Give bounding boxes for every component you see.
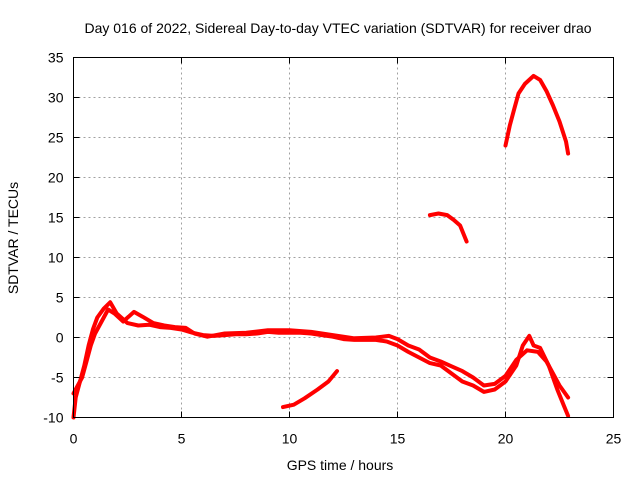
y-tick-label: 5	[56, 290, 64, 306]
y-tick-label: 30	[48, 90, 64, 106]
series-track-2	[71, 307, 571, 400]
x-tick-label: 10	[282, 431, 298, 447]
y-tick-label: -5	[51, 370, 64, 386]
y-tick-label: 0	[56, 330, 64, 346]
x-tick-label: 0	[70, 431, 78, 447]
x-tick-label: 5	[178, 431, 186, 447]
grid	[73, 57, 614, 418]
y-tick-label: 10	[48, 250, 64, 266]
ticks: 0 5 10 15 20 25 -10 -5 0 5 10 15 20 25 30 35	[43, 50, 621, 447]
y-tick-label: -10	[43, 410, 63, 426]
x-tick-label: 25	[606, 431, 622, 447]
x-axis-title: GPS time / hours	[287, 457, 394, 473]
series-track-5	[503, 73, 571, 156]
y-axis-title: SDTVAR / TECUs	[5, 182, 21, 294]
series-track-3	[281, 369, 339, 410]
series-layer	[71, 73, 571, 420]
x-tick-label: 20	[498, 431, 514, 447]
plot-frame	[73, 57, 614, 418]
chart-title: Day 016 of 2022, Sidereal Day-to-day VTE…	[84, 20, 591, 36]
y-tick-label: 25	[48, 130, 64, 146]
y-tick-label: 20	[48, 170, 64, 186]
y-tick-label: 35	[48, 50, 64, 66]
x-tick-label: 15	[390, 431, 406, 447]
y-tick-label: 15	[48, 210, 64, 226]
series-track-4	[427, 211, 469, 244]
